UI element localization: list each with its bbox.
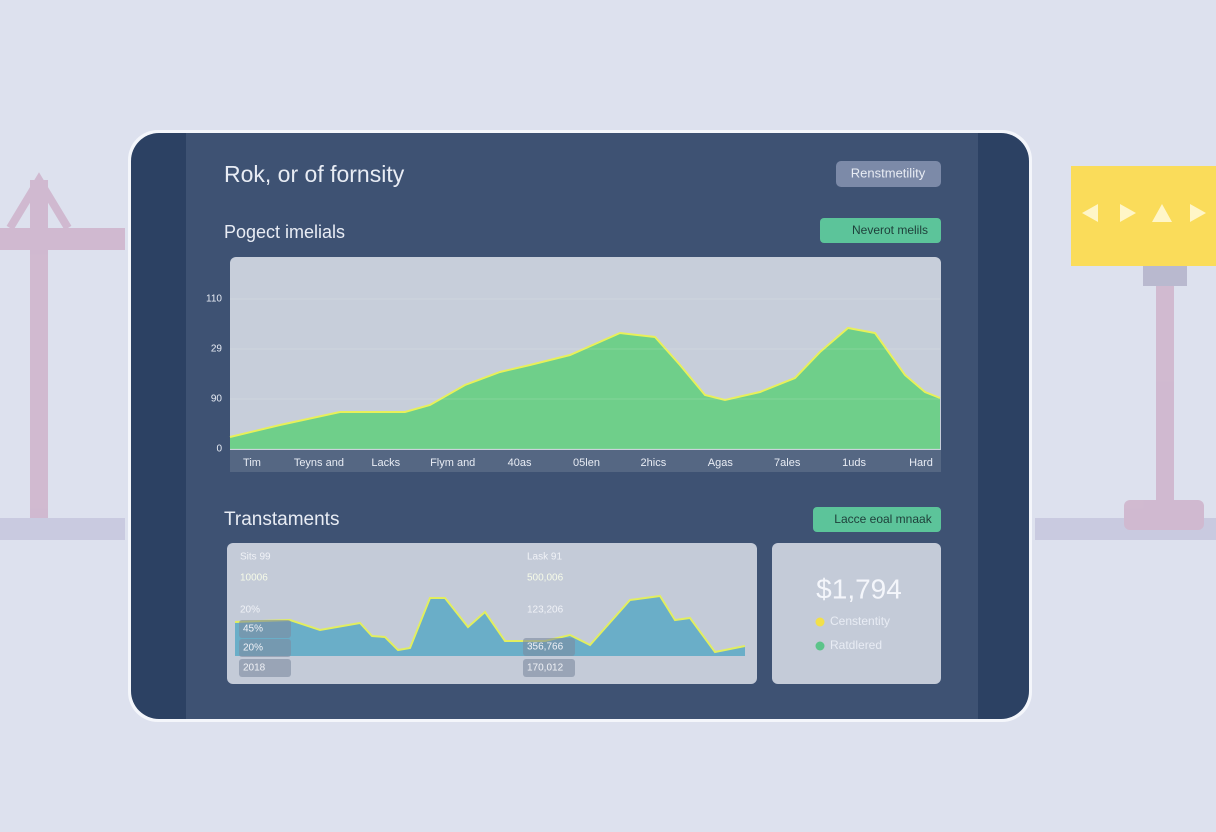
x-tick-label: Tim [243, 457, 261, 469]
area [235, 596, 745, 656]
badge[interactable] [813, 507, 941, 532]
x-tick-label: Agas [708, 457, 734, 469]
legend-label: Ratdlered [830, 638, 882, 652]
x-tick-label: 05len [573, 457, 600, 469]
background-decor [0, 172, 1216, 540]
chart-label: Lask 91 [527, 552, 562, 563]
section-title: Transtaments [224, 509, 339, 530]
y-tick-label: 90 [211, 394, 223, 405]
badge-label: Lacce eoal mnaak [834, 512, 932, 526]
chart-label: 123,206 [527, 605, 564, 616]
chart-label: 45% [243, 624, 263, 635]
y-tick-label: 0 [216, 444, 222, 455]
x-tick-label: Teyns and [294, 457, 344, 469]
x-tick-label: Flym and [430, 457, 475, 469]
chart-label: Sits 99 [240, 552, 271, 563]
sign [1071, 166, 1216, 286]
badge[interactable] [820, 218, 941, 243]
label-chip [239, 639, 291, 657]
y-tick-label: 110 [206, 294, 222, 305]
chart-label: 2018 [243, 663, 266, 674]
x-tick-label: Lacks [371, 457, 400, 469]
x-tick-label: Hard [909, 457, 933, 469]
area [230, 328, 940, 449]
label-chip [523, 659, 575, 677]
x-tick-label: 1uds [842, 457, 866, 469]
button[interactable] [836, 161, 941, 187]
label-chip [523, 638, 575, 656]
chart-label: 10006 [240, 573, 268, 584]
x-axis-bar [230, 450, 941, 472]
x-tick-label: 2hics [641, 457, 667, 469]
legend-swatch [815, 617, 825, 627]
button-label: Renstmetility [851, 165, 926, 180]
x-tick-label: 7ales [774, 457, 801, 469]
chart-panel [227, 543, 757, 684]
badge-label: Neverot melils [852, 223, 928, 237]
chart-label: 20% [243, 643, 263, 654]
chart-label: 20% [240, 605, 260, 616]
line [229, 326, 941, 438]
amount: $1,794 [816, 573, 902, 604]
label-chip [239, 659, 291, 677]
chart-label: 356,766 [527, 642, 564, 653]
chart-label: 500,006 [527, 573, 564, 584]
label-chip [239, 620, 291, 638]
y-tick-label: 29 [211, 344, 223, 355]
chart-label: 170,012 [527, 663, 564, 674]
legend-swatch [815, 641, 825, 651]
line [234, 594, 746, 654]
legend-label: Censtentity [830, 614, 890, 628]
summary-card [772, 543, 941, 684]
x-tick-label: 40as [508, 457, 532, 469]
section-title: Pogect imelials [224, 222, 345, 242]
title: Rok, or of fornsity [224, 161, 405, 187]
